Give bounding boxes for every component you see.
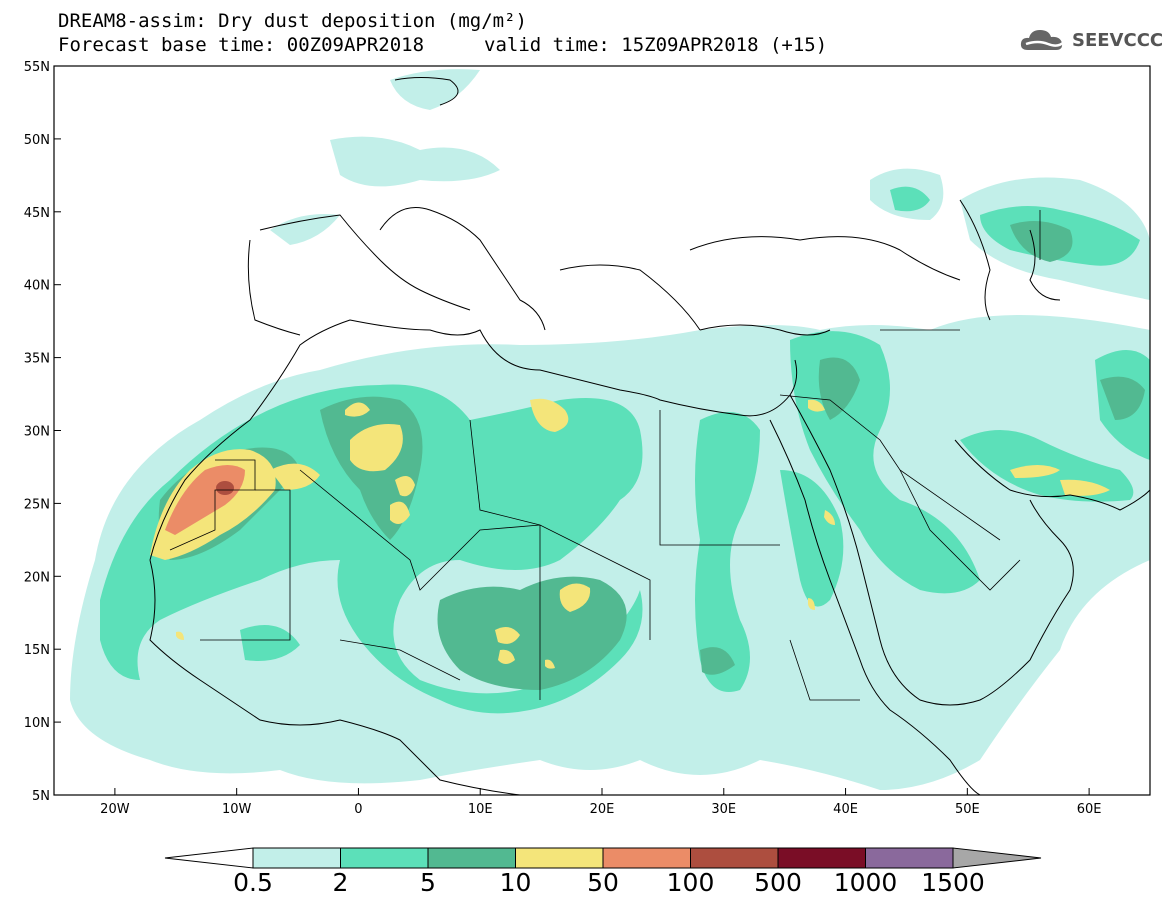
lon-tick-label: 10E [468, 802, 493, 817]
country-borders [169, 210, 1041, 701]
logo-text: SEEVCCC [1072, 29, 1164, 51]
colorbar-segment [252, 847, 341, 869]
map-title: DREAM8-assim: Dry dust deposition (mg/m²… [58, 10, 527, 32]
colorbar-segment [865, 847, 954, 869]
lat-tick-label: 5N [32, 789, 50, 804]
lon-tick-label: 20W [100, 802, 130, 817]
colorbar-under-arrow [164, 847, 254, 869]
colorbar-label: 10 [499, 868, 532, 897]
colorbar-label: 5 [420, 868, 436, 897]
colorbar-label: 100 [666, 868, 715, 897]
forecast-base-time: Forecast base time: 00Z09APR2018 [58, 34, 425, 56]
lat-tick-label: 50N [24, 133, 50, 148]
lat-tick-label: 55N [24, 60, 50, 75]
lon-tick-label: 60E [1077, 802, 1102, 817]
coastlines [149, 77, 1150, 795]
colorbar-over-arrow [952, 847, 1042, 869]
latitude-ticks: 5N 10N 15N 20N 25N 30N 35N 40N 45N 50N 55N [24, 60, 61, 804]
lat-tick-label: 25N [24, 497, 50, 512]
lat-tick-label: 30N [24, 425, 50, 440]
lat-tick-label: 40N [24, 279, 50, 294]
lon-tick-label: 20E [590, 802, 615, 817]
dust-contours [70, 69, 1150, 790]
seevccc-logo: SEEVCCC [1018, 26, 1163, 54]
lon-tick-label: 0 [354, 802, 362, 817]
colorbar-segment [340, 847, 429, 869]
colorbar-label: 1000 [833, 868, 898, 897]
cloud-logo-icon [1020, 30, 1065, 50]
contour-level-100 [216, 481, 234, 495]
longitude-ticks: 20W 10W 0 10E 20E 30E 40E 50E 60E [100, 788, 1101, 817]
colorbar-label: 500 [754, 868, 802, 897]
colorbar-label: 0.5 [233, 868, 273, 897]
lat-tick-label: 35N [24, 352, 50, 367]
colorbar-label: 2 [332, 868, 349, 897]
lon-tick-label: 40E [833, 802, 858, 817]
lon-tick-label: 10W [222, 802, 252, 817]
lat-tick-label: 15N [24, 643, 50, 658]
lon-tick-label: 30E [711, 802, 736, 817]
colorbar [164, 847, 1042, 869]
lat-tick-label: 10N [24, 716, 50, 731]
colorbar-label: 1500 [921, 868, 985, 897]
colorbar-segment [602, 847, 691, 869]
colorbar-segment [690, 847, 779, 869]
colorbar-segment [777, 847, 866, 869]
lat-tick-label: 45N [24, 206, 50, 221]
lat-tick-label: 20N [24, 570, 50, 585]
valid-time: valid time: 15Z09APR2018 (+15) [484, 34, 828, 56]
colorbar-label: 50 [587, 868, 619, 897]
lon-tick-label: 50E [955, 802, 980, 817]
colorbar-segment [427, 847, 516, 869]
colorbar-segment [515, 847, 604, 869]
